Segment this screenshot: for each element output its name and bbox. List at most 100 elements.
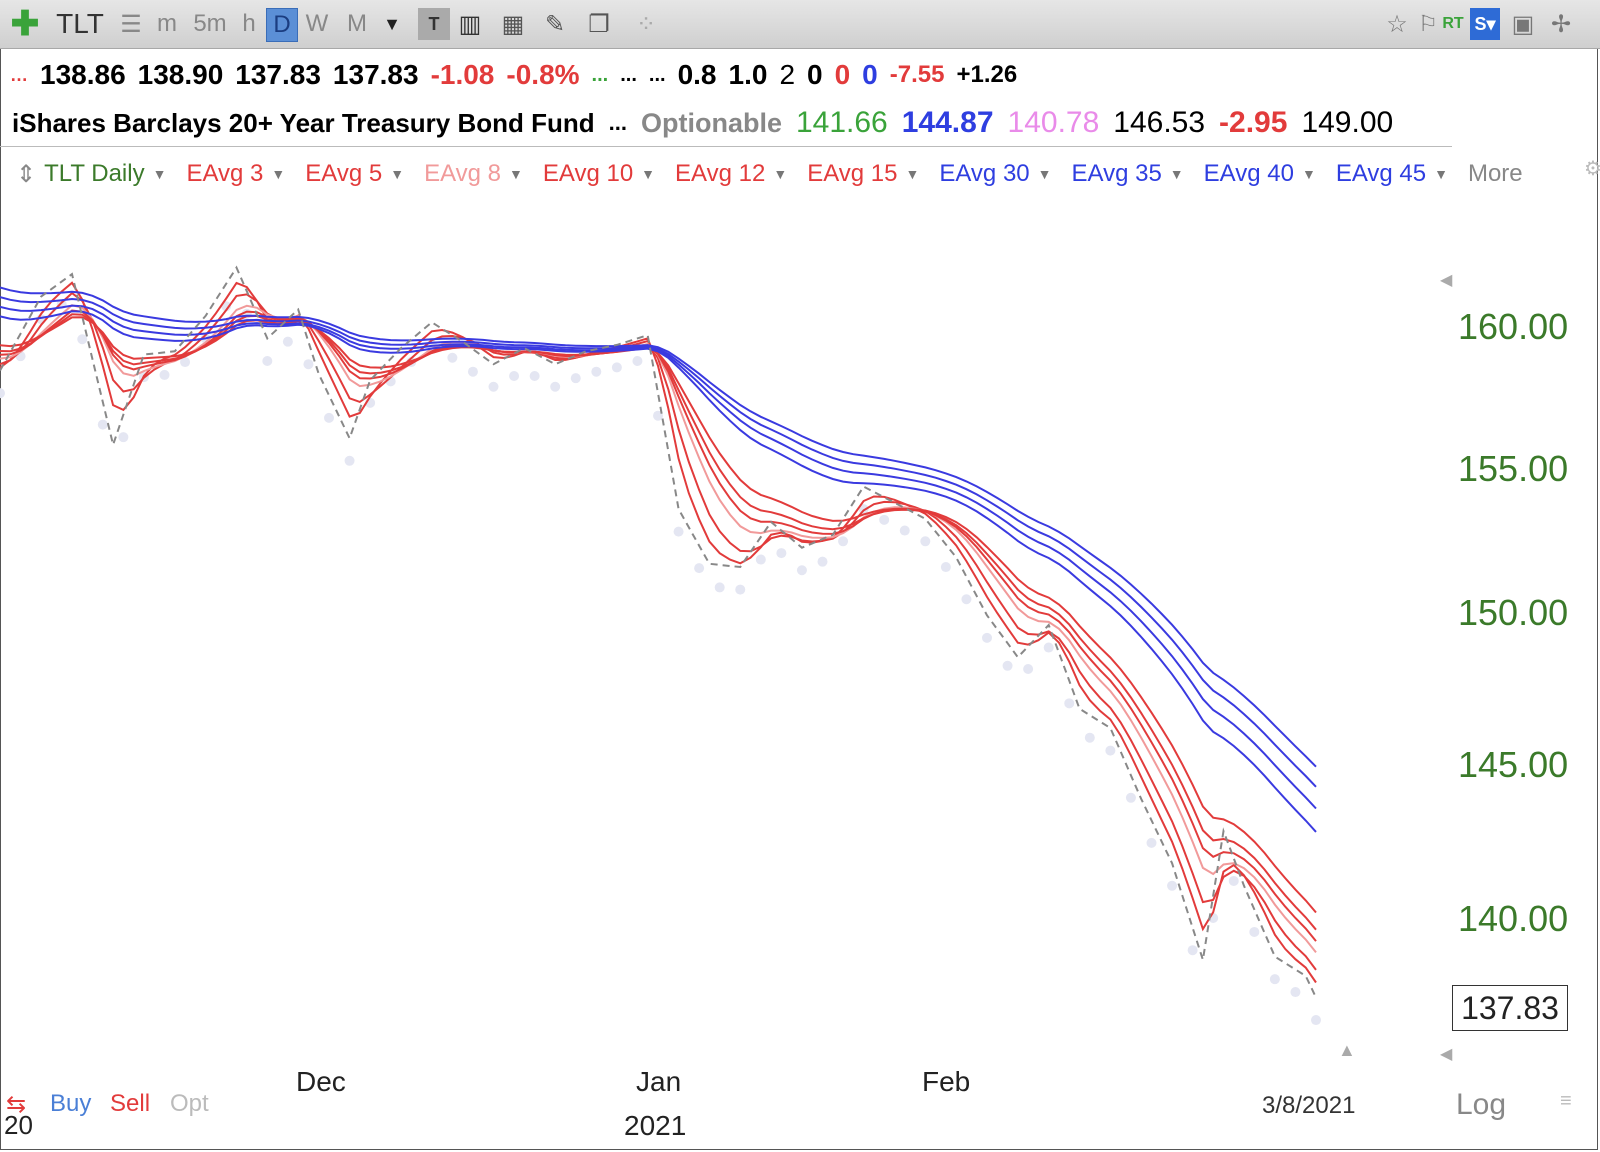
list-icon[interactable]: ☰ xyxy=(120,10,142,38)
legend-label: EAvg 10 xyxy=(542,160,634,187)
interval-minute[interactable]: m xyxy=(157,10,177,37)
compare-icon[interactable]: ⁘ xyxy=(635,10,657,38)
info-v2: 144.87 xyxy=(901,106,994,139)
quote-f1: 0.8 xyxy=(677,59,717,90)
zoom-icon[interactable]: ▲ xyxy=(1338,1040,1356,1060)
chevron-down-icon[interactable]: ▼ xyxy=(641,166,656,182)
legend-label: EAvg 12 xyxy=(675,160,766,187)
quote-dots-green: ... xyxy=(591,63,609,86)
chevron-down-icon[interactable]: ▼ xyxy=(152,166,167,182)
move-icon[interactable]: ✢ xyxy=(1550,10,1572,38)
legend-eavg35[interactable]: EAvg 35 ▼ xyxy=(1072,160,1184,188)
quote-change-pct: -0.8% xyxy=(506,59,580,90)
settings-gear-icon[interactable]: ⚙ xyxy=(1584,158,1600,180)
interval-daily[interactable]: D xyxy=(266,8,298,42)
price-dot xyxy=(694,563,705,574)
legend-eavg8[interactable]: EAvg 8 ▼ xyxy=(424,160,523,188)
save-icon[interactable]: ▣ xyxy=(1511,10,1535,38)
chevron-down-icon[interactable]: ▼ xyxy=(905,166,920,182)
chevron-down-icon[interactable]: ▼ xyxy=(509,166,523,182)
legend-series-daily[interactable]: ⇕ TLT Daily ▼ xyxy=(16,160,166,189)
y-tick-label: 140.00 xyxy=(1458,898,1569,939)
current-date: 3/8/2021 xyxy=(1262,1092,1356,1119)
price-chart[interactable] xyxy=(0,200,1450,1060)
opt-button[interactable]: Opt xyxy=(170,1090,209,1117)
legend-label: EAvg 15 xyxy=(807,160,898,187)
star-icon[interactable]: ☆ xyxy=(1386,10,1408,38)
legend-label: EAvg 5 xyxy=(305,160,383,187)
draw-pencil-icon[interactable]: ✎ xyxy=(544,10,566,38)
quote-f3: 2 xyxy=(779,59,796,90)
legend-eavg30[interactable]: EAvg 30 ▼ xyxy=(939,160,1051,188)
scroll-down-icon[interactable]: ◀ xyxy=(1440,1046,1453,1063)
chevron-down-icon[interactable]: ▼ xyxy=(1169,166,1184,182)
symbol-field[interactable]: TLT xyxy=(56,8,104,39)
interval-monthly[interactable]: M xyxy=(347,10,367,37)
flag-icon[interactable]: ⚐ xyxy=(1418,11,1438,36)
info-dots: ... xyxy=(608,110,627,135)
log-scale-toggle[interactable]: Log xyxy=(1456,1088,1507,1121)
price-dot xyxy=(632,355,643,366)
bar-chart-icon[interactable]: ▥ xyxy=(458,10,482,38)
quote-f2: 1.0 xyxy=(728,59,768,90)
quote-f4: 0 xyxy=(807,59,823,90)
quote-low: 137.83 xyxy=(235,59,321,90)
table-icon[interactable]: ▦ xyxy=(501,10,525,38)
price-dot xyxy=(858,504,869,515)
menu-icon[interactable]: ≡ xyxy=(1560,1090,1572,1112)
chevron-down-icon[interactable]: ▼ xyxy=(271,166,286,182)
legend-eavg3[interactable]: EAvg 3 ▼ xyxy=(186,160,285,188)
price-dot xyxy=(611,362,622,373)
scroll-up-icon[interactable]: ◀ xyxy=(1440,272,1453,289)
legend-eavg10[interactable]: EAvg 10 ▼ xyxy=(543,160,655,188)
chevron-down-icon[interactable]: ▼ xyxy=(390,166,405,182)
price-dot xyxy=(899,525,910,536)
settings-s-icon[interactable]: S▾ xyxy=(1470,8,1500,40)
price-dot xyxy=(550,381,561,392)
price-dot xyxy=(1311,1015,1321,1026)
interval-dropdown-icon[interactable]: ▼ xyxy=(383,13,401,34)
legend-eavg40[interactable]: EAvg 40 ▼ xyxy=(1204,160,1316,188)
quote-open: 138.86 xyxy=(40,59,126,90)
series-line-eavg-5 xyxy=(0,291,1317,971)
interval-hour[interactable]: h xyxy=(242,10,256,37)
price-dot xyxy=(673,526,684,537)
add-icon[interactable]: ✚ xyxy=(10,5,40,43)
price-dot xyxy=(653,410,663,421)
legend-label: EAvg 35 xyxy=(1071,160,1162,187)
quote-f8: +1.26 xyxy=(956,61,1018,88)
text-tool-icon[interactable]: T xyxy=(418,8,450,40)
price-dot xyxy=(118,432,129,443)
buy-button[interactable]: Buy xyxy=(50,1090,92,1117)
header-separator xyxy=(0,146,1452,147)
legend-label: EAvg 45 xyxy=(1335,160,1427,187)
sell-button[interactable]: Sell xyxy=(110,1090,151,1117)
trade-arrows-icon[interactable]: ⇆ xyxy=(6,1091,27,1118)
price-line xyxy=(0,265,1317,998)
legend-label: EAvg 40 xyxy=(1203,160,1294,187)
legend-eavg15[interactable]: EAvg 15 ▼ xyxy=(807,160,919,188)
legend-eavg5[interactable]: EAvg 5 ▼ xyxy=(305,160,404,188)
legend: ⇕ TLT Daily ▼ EAvg 3 ▼ EAvg 5 ▼ EAvg 8 ▼ EA… xyxy=(16,156,1543,192)
last-price-box: 137.83 xyxy=(1452,985,1568,1031)
chevron-down-icon[interactable]: ▼ xyxy=(773,166,788,182)
interval-weekly[interactable]: W xyxy=(305,10,329,37)
legend-eavg45[interactable]: EAvg 45 ▼ xyxy=(1336,160,1448,188)
optionable-label: Optionable xyxy=(640,107,782,138)
legend-eavg12[interactable]: EAvg 12 ▼ xyxy=(675,160,787,188)
x-tick-label: Dec xyxy=(296,1066,346,1097)
quote-high: 138.90 xyxy=(137,59,224,90)
legend-more[interactable]: More xyxy=(1468,160,1523,188)
layout-icon[interactable]: ❐ xyxy=(588,10,610,38)
more-label: More xyxy=(1467,160,1523,187)
chevron-down-icon[interactable]: ▼ xyxy=(1037,166,1052,182)
quote-close: 137.83 xyxy=(332,59,419,90)
legend-label: EAvg 3 xyxy=(186,160,264,187)
quote-f6: 0 xyxy=(862,59,878,90)
interval-5min[interactable]: 5m xyxy=(193,10,227,37)
quote-menu-icon[interactable]: … xyxy=(10,64,28,85)
rt-badge[interactable]: RT xyxy=(1442,15,1464,32)
reorder-icon[interactable]: ⇕ xyxy=(16,160,37,188)
chevron-down-icon[interactable]: ▼ xyxy=(1301,166,1316,182)
chevron-down-icon[interactable]: ▼ xyxy=(1434,166,1448,182)
